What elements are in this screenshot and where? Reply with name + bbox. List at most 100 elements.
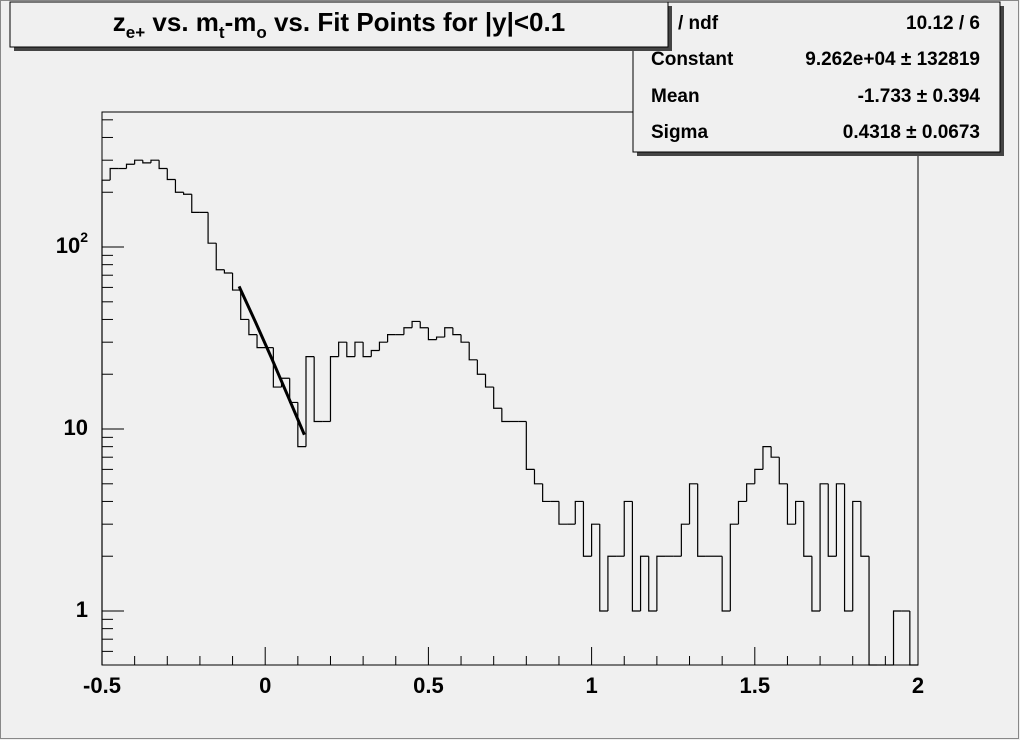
histogram-bin: [533, 469, 543, 485]
histogram-bin: [452, 327, 462, 336]
histogram-bin: [468, 342, 478, 361]
histogram-bin: [631, 501, 641, 612]
histogram-bin: [648, 556, 657, 612]
histogram-bin: [435, 336, 445, 340]
histogram-bin: [256, 334, 266, 349]
stats-value: 0.4318 ± 0.0673: [843, 122, 980, 143]
y-tick-label-base: 10: [56, 233, 80, 258]
histogram-bin: [835, 483, 845, 557]
histogram-bin: [639, 555, 649, 612]
histogram-bin: [542, 483, 551, 503]
histogram-bin: [697, 483, 706, 557]
title-subscript: t: [219, 23, 225, 42]
histogram-bin: [852, 500, 861, 612]
x-tick-label: 0: [259, 673, 271, 698]
histogram-bin: [729, 523, 739, 612]
histogram-bin: [125, 163, 135, 169]
histogram-bin: [795, 500, 804, 525]
title-text: z: [113, 7, 126, 37]
histogram-bin: [166, 168, 176, 181]
stats-name: Constant: [651, 49, 734, 70]
y-tick-label: 10: [64, 415, 88, 440]
title-frame: [9, 1, 669, 48]
title-text: vs. Fit Points for |y|<0.1: [267, 7, 565, 37]
histogram-bin: [746, 483, 755, 502]
histogram-bin: [101, 179, 111, 665]
title-box: ze+ vs. mt-mo vs. Fit Points for |y|<0.1: [9, 1, 672, 51]
histogram-bin: [623, 500, 633, 557]
title-subscript: e+: [126, 23, 145, 42]
histogram-bin: [191, 194, 200, 213]
stats-name: Sigma: [651, 122, 708, 143]
histogram-bin: [737, 500, 747, 525]
histogram-bin: [183, 192, 192, 195]
stats-name: Mean: [651, 86, 700, 107]
x-tick-label: 1.5: [740, 673, 771, 698]
y-tick-label: 102: [56, 229, 88, 258]
histogram-bin: [403, 327, 413, 335]
histogram-bin: [778, 457, 788, 485]
histogram-bin: [786, 483, 796, 525]
histogram-bin: [215, 243, 225, 271]
histogram-bin: [134, 159, 143, 165]
histogram-bin: [762, 446, 772, 470]
histogram-bin: [174, 179, 184, 193]
histogram-bin: [819, 483, 829, 612]
histogram-bin: [419, 321, 429, 329]
histogram-bin: [493, 387, 502, 409]
title-subscript: o: [256, 23, 266, 42]
histogram-bin: [427, 327, 437, 341]
histogram-bin: [909, 611, 918, 666]
histogram-bin: [142, 160, 151, 164]
histogram-bin: [860, 501, 870, 557]
histogram-bin: [411, 320, 421, 328]
fit-line: [237, 285, 306, 436]
histogram-bin: [574, 500, 584, 525]
histogram-bin: [444, 327, 453, 338]
histogram-bin: [525, 421, 535, 470]
stats-value: -1.733 ± 0.394: [858, 86, 981, 107]
histogram-bin: [378, 341, 388, 351]
histogram-bin: [501, 408, 510, 423]
y-tick-label: 1: [76, 597, 88, 622]
histogram-bin: [827, 483, 837, 557]
histogram-bin: [892, 610, 902, 665]
stats-name: / ndf: [678, 13, 719, 34]
histogram-bin: [387, 334, 396, 343]
title-text: vs. m: [145, 7, 219, 37]
histogram-bin: [231, 272, 241, 291]
x-tick-label: 2: [912, 673, 924, 698]
histogram-bin: [484, 374, 494, 388]
histogram-bin: [329, 355, 339, 422]
stats-frame: [632, 1, 1001, 153]
histogram-bin: [843, 483, 853, 612]
histogram-bin: [688, 483, 698, 525]
histogram-bin: [680, 523, 690, 557]
histogram-bin: [109, 167, 119, 181]
histogram-bin: [313, 356, 323, 423]
histogram-bin: [721, 556, 731, 612]
histogram-bin: [754, 468, 763, 484]
histogram-bin: [811, 556, 821, 612]
histogram-bin: [558, 501, 568, 525]
histogram-bin: [248, 319, 258, 336]
histogram-bin: [476, 359, 486, 375]
histogram-bin: [607, 555, 617, 612]
title-text: -m: [225, 7, 257, 37]
histogram-bin: [150, 159, 160, 163]
chart-title: ze+ vs. mt-mo vs. Fit Points for |y|<0.1: [113, 7, 565, 42]
stats-value: 9.262e+04 ± 132819: [805, 49, 980, 70]
x-tick-label: 0.5: [413, 673, 444, 698]
histogram-bin: [346, 342, 355, 358]
histogram-bin: [656, 555, 666, 612]
histogram-bin: [370, 349, 380, 357]
stats-box: / ndf 10.12 / 6 Constant 9.262e+04 ± 132819…: [632, 1, 1004, 156]
x-tick-label: -0.5: [83, 673, 121, 698]
histogram-bin: [362, 342, 372, 358]
stats-value: 10.12 / 6: [906, 13, 980, 34]
histogram-bin: [354, 341, 364, 357]
histogram-bin: [338, 341, 347, 357]
histogram-bin: [207, 212, 217, 244]
